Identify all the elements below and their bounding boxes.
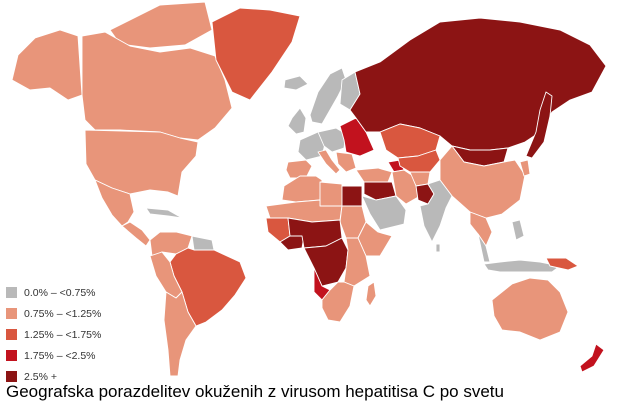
- region-libya: [319, 181, 343, 207]
- region-maghreb: [281, 175, 323, 203]
- region-indonesia: [483, 259, 561, 273]
- region-southern-africa: [321, 281, 355, 323]
- figure-caption: Geografska porazdelitev okuženih z virus…: [6, 382, 504, 401]
- region-india: [419, 179, 453, 243]
- region-central-asia: [397, 149, 441, 173]
- region-sri-lanka: [435, 243, 441, 253]
- legend-label: 2.5% +: [24, 370, 57, 383]
- legend-item: 0.0% – <0.75%: [6, 282, 101, 303]
- region-uk-ireland: [287, 107, 307, 135]
- region-new-guinea: [545, 257, 579, 271]
- region-china: [439, 145, 526, 219]
- region-iberia: [285, 159, 313, 179]
- legend-label: 0.0% – <0.75%: [24, 286, 96, 299]
- legend-swatch: [6, 350, 17, 361]
- region-canadian-arctic-islands: [109, 1, 213, 49]
- legend-label: 1.75% – <2.5%: [24, 349, 96, 362]
- legend-item: 1.25% – <1.75%: [6, 324, 101, 345]
- legend-swatch: [6, 287, 17, 298]
- region-japan: [525, 91, 553, 159]
- world-hcv-prevalence-map: [11, 1, 607, 377]
- region-iceland: [283, 75, 309, 91]
- region-caribbean: [145, 207, 183, 219]
- region-congo-basin: [303, 237, 349, 287]
- region-korea: [519, 159, 531, 177]
- legend-label: 0.75% – <1.25%: [24, 307, 102, 320]
- region-mexico: [94, 179, 135, 227]
- region-guianas: [191, 235, 215, 251]
- legend-swatch: [6, 329, 17, 340]
- legend-item: 2.5% +: [6, 366, 101, 387]
- region-egypt: [341, 185, 363, 207]
- region-canada: [81, 31, 233, 141]
- legend-swatch: [6, 308, 17, 319]
- legend-label: 1.25% – <1.75%: [24, 328, 102, 341]
- region-italy: [317, 149, 341, 175]
- region-malay-peninsula: [477, 233, 491, 263]
- region-arabia: [361, 195, 407, 231]
- region-alaska: [11, 29, 83, 101]
- region-central-europe: [317, 127, 347, 153]
- region-philippines: [511, 219, 525, 241]
- region-new-zealand: [579, 343, 605, 373]
- legend-swatch: [6, 371, 17, 382]
- region-madagascar: [365, 281, 377, 307]
- region-greenland: [211, 7, 301, 101]
- region-balkans: [335, 151, 357, 173]
- map-legend: 0.0% – <0.75% 0.75% – <1.25% 1.25% – <1.…: [6, 282, 101, 387]
- region-central-america: [121, 221, 151, 247]
- region-turkey: [355, 167, 393, 183]
- region-argentina-chile: [163, 291, 197, 377]
- legend-item: 1.75% – <2.5%: [6, 345, 101, 366]
- legend-item: 0.75% – <1.25%: [6, 303, 101, 324]
- region-australia: [491, 277, 569, 341]
